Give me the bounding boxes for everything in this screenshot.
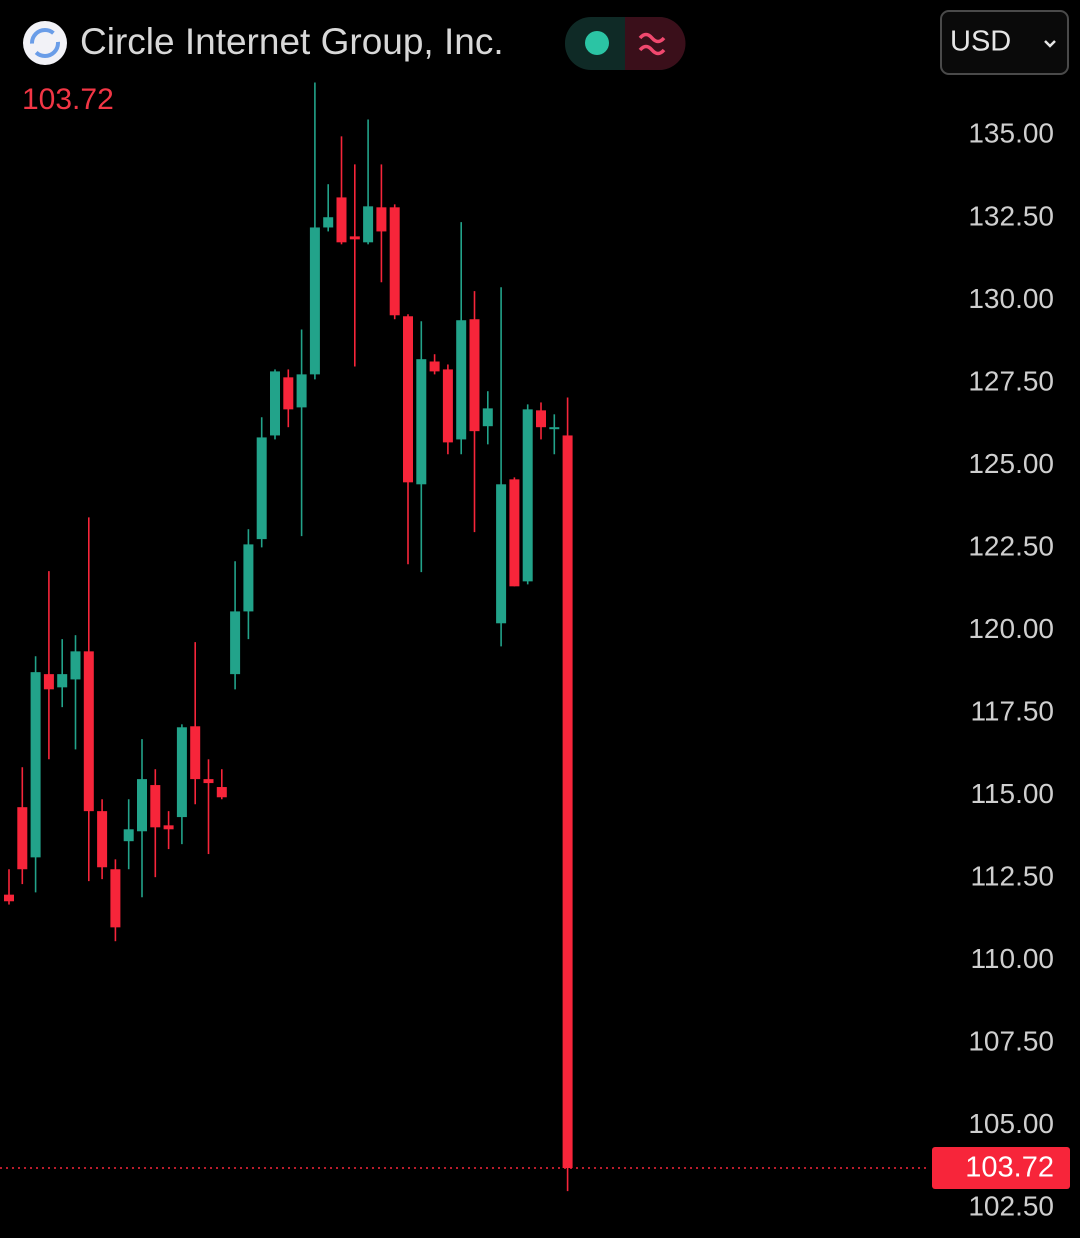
candle-body — [230, 611, 241, 675]
candle-body — [349, 236, 360, 240]
candle-body — [43, 674, 54, 690]
status-pill-right — [625, 17, 686, 70]
y-tick-label: 105.00 — [968, 1108, 1054, 1139]
last-price-label: 103.72 — [965, 1152, 1054, 1184]
y-tick-label: 112.50 — [970, 861, 1054, 892]
last-price-box — [932, 1147, 1070, 1190]
candle-body — [190, 726, 201, 780]
candle-body — [70, 651, 81, 680]
candle-body — [83, 651, 94, 812]
candle-body — [416, 359, 427, 485]
candle-body — [429, 361, 440, 372]
currency-label: USD — [950, 26, 1011, 58]
candle-body — [482, 408, 493, 427]
candle-body — [123, 829, 134, 842]
candle-body — [469, 319, 480, 432]
candle-body — [150, 785, 161, 828]
candle-body — [562, 435, 573, 1169]
candle-body — [163, 825, 174, 830]
candle-body — [376, 207, 387, 232]
candle-body — [97, 811, 108, 868]
candle-body — [176, 727, 187, 818]
y-tick-label: 115.00 — [970, 778, 1054, 809]
candle-body — [30, 672, 41, 858]
candle-body — [243, 544, 254, 612]
y-tick-label: 107.50 — [968, 1026, 1054, 1057]
candle-body — [509, 479, 520, 587]
candle-body — [4, 894, 14, 902]
candle-body — [456, 320, 467, 440]
dropdown-chevron — [1044, 40, 1056, 48]
candle-body — [336, 197, 347, 243]
y-tick-label: 117.50 — [970, 695, 1054, 726]
candle-body — [403, 316, 413, 483]
y-tick-label: 125.00 — [968, 448, 1054, 479]
chart-title: Circle Internet Group, Inc. — [80, 21, 504, 62]
y-tick-label: 130.00 — [968, 283, 1054, 314]
candle-body — [283, 377, 294, 410]
candle-body — [137, 779, 147, 832]
y-tick-label: 110.00 — [970, 943, 1054, 974]
candle-body — [216, 787, 227, 798]
candle-body — [323, 217, 334, 228]
candle-body — [296, 374, 307, 408]
y-tick-label: 120.00 — [968, 613, 1054, 644]
y-tick-label: 135.00 — [968, 118, 1054, 149]
candle-body — [110, 869, 121, 928]
candle-body — [522, 409, 533, 582]
delayed-icon — [638, 32, 666, 56]
candle-body — [442, 369, 453, 443]
logo-ring — [30, 28, 60, 58]
candle-body — [389, 207, 400, 316]
currency-dropdown[interactable] — [940, 10, 1069, 75]
candle-body — [363, 206, 374, 243]
candle-body — [256, 437, 267, 540]
market-open-dot — [585, 31, 609, 55]
candle-body — [309, 227, 320, 375]
candle-body — [270, 371, 280, 436]
logo — [23, 21, 67, 65]
y-tick-label: 132.50 — [968, 200, 1054, 231]
candle-body — [549, 427, 560, 430]
plot-area — [4, 82, 573, 1192]
header: Circle Internet Group, Inc. USD 103.72 — [22, 10, 1069, 116]
candle-body — [536, 410, 546, 428]
y-tick-label: 127.50 — [968, 365, 1054, 396]
y-tick-label: 102.50 — [968, 1191, 1054, 1222]
last-price: 103.72 — [22, 83, 114, 116]
candle-body — [17, 807, 28, 870]
candle-body — [496, 484, 507, 624]
y-tick-label: 122.50 — [968, 530, 1054, 561]
candle-body — [203, 779, 214, 784]
candle-body — [57, 674, 68, 688]
